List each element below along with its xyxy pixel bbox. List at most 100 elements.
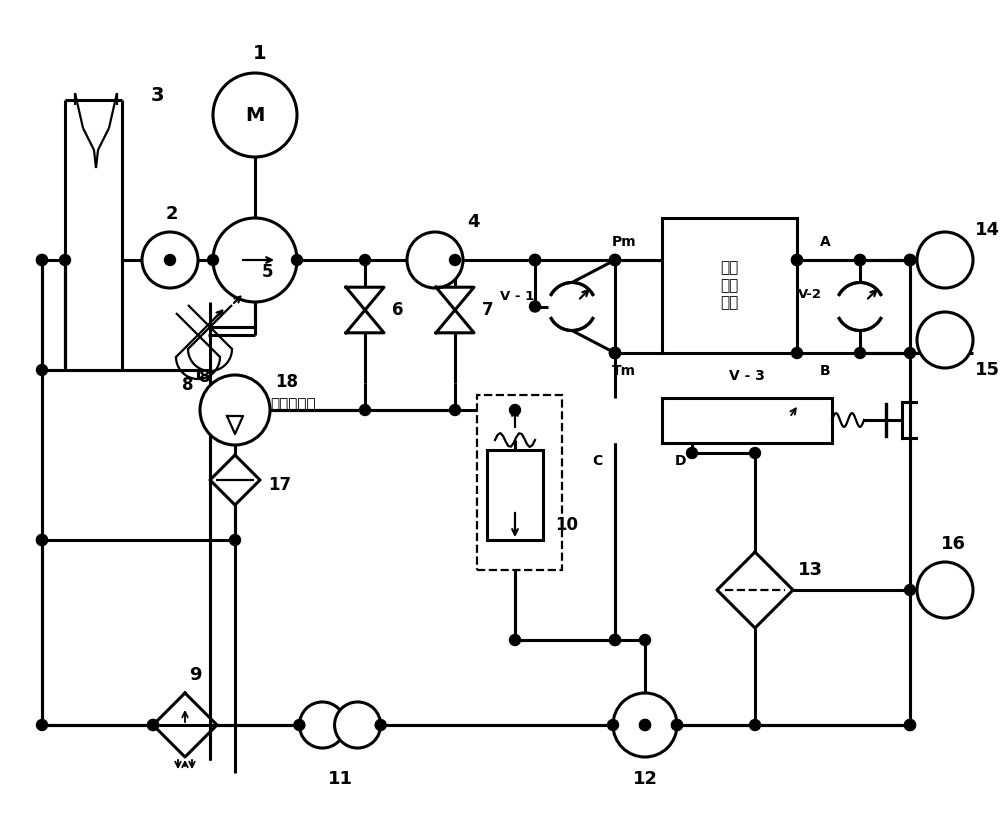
Bar — [662, 218, 797, 353]
Text: 6: 6 — [392, 301, 404, 319]
Circle shape — [610, 347, 621, 359]
Circle shape — [375, 720, 386, 730]
Circle shape — [904, 347, 916, 359]
Circle shape — [917, 312, 973, 368]
Text: 13: 13 — [798, 561, 822, 579]
Circle shape — [904, 254, 916, 266]
Text: D: D — [674, 453, 686, 468]
Circle shape — [530, 301, 540, 312]
Text: B: B — [820, 364, 830, 378]
Circle shape — [904, 254, 916, 266]
Circle shape — [450, 254, 461, 266]
Circle shape — [904, 584, 916, 596]
Circle shape — [294, 720, 305, 730]
Text: 15: 15 — [974, 361, 1000, 379]
Text: C: C — [592, 453, 602, 468]
Circle shape — [165, 254, 176, 266]
Circle shape — [60, 254, 71, 266]
Circle shape — [904, 254, 916, 266]
Circle shape — [37, 535, 48, 545]
Circle shape — [750, 447, 761, 459]
Circle shape — [208, 254, 219, 266]
Circle shape — [610, 254, 621, 266]
Text: 12: 12 — [633, 770, 658, 788]
Circle shape — [792, 254, 803, 266]
Circle shape — [640, 720, 650, 730]
Circle shape — [608, 720, 618, 730]
Circle shape — [640, 720, 650, 730]
Circle shape — [613, 693, 677, 757]
Circle shape — [610, 347, 621, 359]
Circle shape — [854, 347, 866, 359]
Bar — [477, 395, 562, 570]
Circle shape — [610, 254, 621, 266]
Circle shape — [792, 347, 803, 359]
Text: 集成
刹车
模块: 集成 刹车 模块 — [720, 261, 739, 311]
Circle shape — [640, 635, 650, 645]
Circle shape — [37, 535, 48, 545]
Circle shape — [510, 635, 521, 645]
Circle shape — [142, 232, 198, 288]
Circle shape — [610, 254, 621, 266]
Text: 10: 10 — [556, 516, 578, 534]
Circle shape — [37, 364, 48, 376]
Circle shape — [213, 73, 297, 157]
Text: 7: 7 — [482, 301, 494, 319]
Circle shape — [37, 254, 48, 266]
Circle shape — [407, 232, 463, 288]
Circle shape — [530, 254, 540, 266]
Circle shape — [299, 702, 345, 748]
Text: 5: 5 — [261, 263, 273, 281]
Text: 3: 3 — [150, 86, 164, 104]
Circle shape — [37, 254, 48, 266]
Text: Tm: Tm — [612, 364, 636, 378]
Text: Pm: Pm — [612, 235, 636, 249]
Circle shape — [672, 720, 683, 730]
Circle shape — [510, 404, 521, 416]
Circle shape — [213, 218, 297, 302]
Circle shape — [917, 562, 973, 618]
Circle shape — [610, 635, 621, 645]
Text: V - 1: V - 1 — [500, 290, 534, 303]
Circle shape — [530, 254, 540, 266]
Circle shape — [792, 254, 803, 266]
Text: 4: 4 — [467, 213, 479, 231]
Text: A: A — [820, 235, 830, 249]
Circle shape — [750, 720, 761, 730]
Text: 2: 2 — [166, 205, 178, 223]
Circle shape — [904, 720, 916, 730]
Circle shape — [854, 254, 866, 266]
Circle shape — [148, 720, 159, 730]
Circle shape — [450, 404, 461, 416]
Text: M: M — [245, 105, 265, 125]
Circle shape — [854, 254, 866, 266]
Circle shape — [917, 232, 973, 288]
Text: V-2: V-2 — [798, 288, 822, 301]
Text: 16: 16 — [940, 535, 965, 553]
Circle shape — [360, 254, 371, 266]
Text: 14: 14 — [974, 221, 1000, 239]
Circle shape — [610, 635, 621, 645]
Circle shape — [37, 720, 48, 730]
Circle shape — [148, 720, 159, 730]
Circle shape — [230, 535, 241, 545]
Text: 9: 9 — [189, 666, 201, 684]
Circle shape — [610, 347, 621, 359]
Text: 1: 1 — [253, 43, 267, 63]
Bar — [662, 398, 832, 443]
Circle shape — [904, 720, 916, 730]
Bar — [487, 450, 543, 540]
Circle shape — [672, 720, 683, 730]
Text: 11: 11 — [328, 770, 353, 788]
Text: 介质取样口: 介质取样口 — [270, 398, 316, 412]
Circle shape — [360, 404, 371, 416]
Circle shape — [292, 254, 303, 266]
Circle shape — [200, 375, 270, 445]
Text: 18: 18 — [276, 373, 299, 391]
Circle shape — [530, 254, 540, 266]
Text: 8: 8 — [182, 376, 194, 394]
Text: 17: 17 — [268, 476, 292, 494]
Text: 8: 8 — [199, 368, 211, 386]
Text: V - 3: V - 3 — [729, 368, 765, 382]
Circle shape — [686, 447, 698, 459]
